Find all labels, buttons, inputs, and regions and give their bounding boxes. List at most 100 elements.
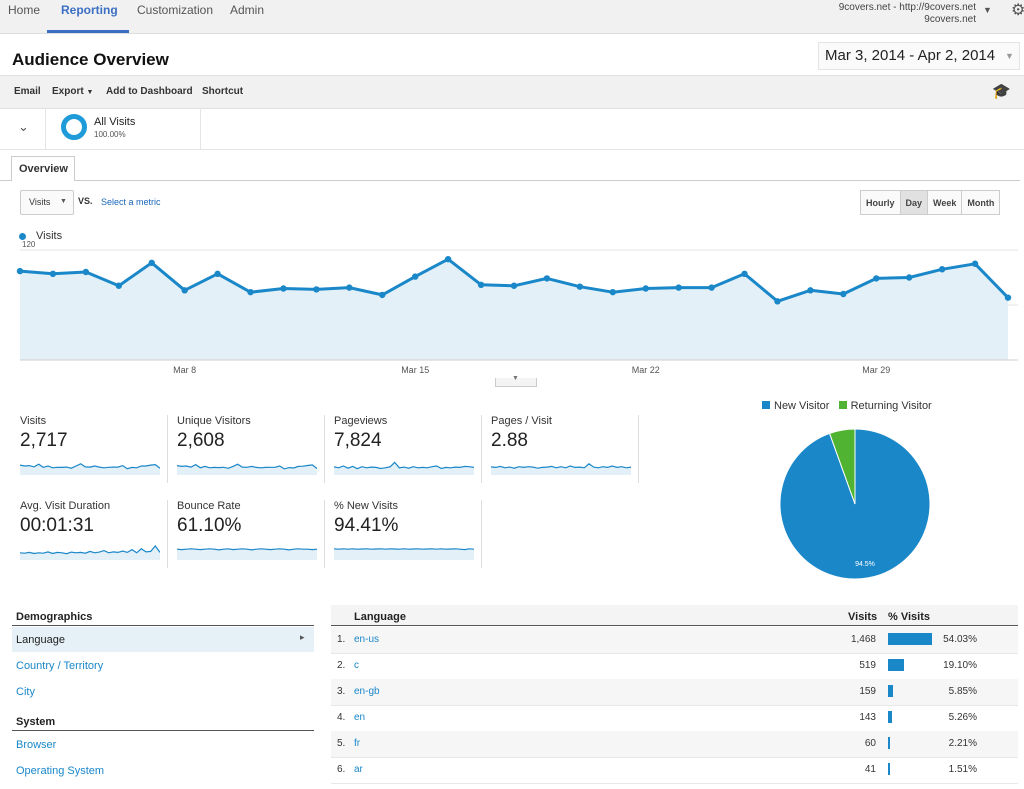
metric-select[interactable]: Visits ▼ — [20, 190, 74, 215]
nav-tab-home[interactable]: Home — [8, 3, 41, 17]
date-range-picker[interactable]: Mar 3, 2014 - Apr 2, 2014 ▼ — [818, 42, 1020, 70]
demographics-item-city[interactable]: City — [16, 686, 35, 698]
data-point[interactable] — [609, 288, 616, 296]
scorecard-label: Pages / Visit — [491, 415, 552, 427]
percent-bar — [888, 633, 932, 645]
data-point[interactable] — [247, 288, 254, 296]
column-header-language: Language — [354, 611, 406, 623]
demographics-item-language[interactable]: Language ▸ — [12, 627, 314, 652]
divider — [167, 415, 168, 483]
data-point[interactable] — [16, 267, 24, 275]
data-point[interactable] — [642, 285, 649, 292]
data-point[interactable] — [675, 284, 682, 291]
data-point[interactable] — [379, 291, 386, 299]
language-link[interactable]: en-us — [354, 634, 380, 645]
scorecard-bounce-rate[interactable]: Bounce Rate 61.10% — [177, 500, 327, 582]
scorecard-label: Avg. Visit Duration — [20, 500, 111, 512]
language-link[interactable]: en-gb — [354, 686, 380, 697]
scorecard-pages-visit[interactable]: Pages / Visit 2.88 — [491, 415, 641, 497]
segment-name[interactable]: All Visits — [94, 116, 136, 128]
hourly-button[interactable]: Hourly — [860, 190, 901, 215]
data-point[interactable] — [840, 290, 847, 298]
export-button[interactable]: Export ▼ — [52, 86, 93, 97]
pie-slice-returning-visitor[interactable] — [828, 428, 856, 505]
data-point[interactable] — [938, 266, 946, 273]
data-point[interactable] — [49, 270, 57, 278]
system-item-operating-system[interactable]: Operating System — [16, 765, 105, 777]
data-point[interactable] — [280, 285, 287, 292]
divider — [12, 730, 314, 731]
data-point[interactable] — [412, 273, 419, 280]
legend-returning-visitor[interactable]: Returning Visitor — [850, 400, 932, 412]
select-metric-link[interactable]: Select a metric — [101, 197, 161, 207]
data-point[interactable] — [181, 287, 188, 294]
month-button[interactable]: Month — [961, 190, 1001, 215]
data-point[interactable] — [543, 275, 551, 282]
scorecard-avg-visit-duration[interactable]: Avg. Visit Duration 00:01:31 — [20, 500, 170, 582]
system-item-browser[interactable]: Browser — [16, 739, 57, 751]
data-point[interactable] — [971, 260, 979, 267]
scorecard--new-visits[interactable]: % New Visits 94.41% — [334, 500, 484, 582]
data-point[interactable] — [510, 282, 518, 289]
day-button[interactable]: Day — [899, 190, 929, 215]
vs-label: VS. — [78, 196, 93, 206]
series-area — [20, 259, 1008, 360]
language-link[interactable]: ar — [354, 764, 363, 775]
account-view[interactable]: 9covers.net — [924, 14, 976, 25]
language-link[interactable]: fr — [354, 738, 361, 749]
nav-tab-admin[interactable]: Admin — [230, 3, 265, 17]
legend-new-visitor[interactable]: New Visitor — [774, 400, 830, 412]
data-point[interactable] — [313, 286, 320, 293]
data-point[interactable] — [708, 284, 715, 291]
pie-legend: New Visitor Returning Visitor — [762, 400, 932, 412]
active-tab-underline — [47, 30, 129, 33]
column-header-pct-visits: % Visits — [888, 611, 930, 623]
data-point[interactable] — [477, 281, 485, 289]
divider — [481, 500, 482, 568]
data-point[interactable] — [82, 268, 90, 276]
week-button[interactable]: Week — [927, 190, 963, 215]
gear-icon[interactable]: ⚙ — [1011, 2, 1024, 19]
pie-slice-label: 94.5% — [855, 561, 875, 568]
data-point[interactable] — [906, 274, 913, 281]
chevron-down-icon[interactable]: ⌄ — [18, 119, 29, 134]
data-point[interactable] — [214, 270, 221, 278]
data-point[interactable] — [1004, 294, 1012, 301]
chevron-down-icon: ▼ — [512, 375, 519, 382]
sparkline — [20, 545, 160, 560]
account-dropdown-icon[interactable]: ▼ — [983, 5, 992, 15]
data-point[interactable] — [346, 284, 353, 291]
email-button[interactable]: Email — [14, 86, 41, 97]
visits-value: 519 — [859, 660, 876, 671]
data-point[interactable] — [148, 259, 155, 267]
add-to-dashboard-button[interactable]: Add to Dashboard — [106, 86, 193, 97]
data-point[interactable] — [444, 255, 452, 263]
data-point[interactable] — [774, 298, 781, 305]
language-link[interactable]: c — [354, 660, 359, 671]
table-row: 4. en 143 5.26% — [331, 705, 1018, 732]
scorecard-pageviews[interactable]: Pageviews 7,824 — [334, 415, 484, 497]
account-property[interactable]: 9covers.net - http://9covers.net — [838, 2, 976, 13]
chart-expander-handle[interactable]: ▼ — [495, 375, 537, 387]
nav-tab-reporting[interactable]: Reporting — [61, 3, 118, 17]
data-point[interactable] — [807, 287, 814, 294]
language-link[interactable]: en — [354, 712, 366, 723]
tab-overview-label: Overview — [19, 163, 68, 175]
scorecard-unique-visitors[interactable]: Unique Visitors 2,608 — [177, 415, 327, 497]
scorecard-visits[interactable]: Visits 2,717 — [20, 415, 170, 497]
nav-tab-customization[interactable]: Customization — [137, 3, 214, 17]
shortcut-button[interactable]: Shortcut — [202, 86, 244, 97]
divider — [638, 415, 639, 483]
percent-visits-value: 2.21% — [948, 738, 977, 749]
data-point[interactable] — [115, 282, 123, 289]
graduation-cap-icon[interactable]: 🎓 — [992, 83, 1011, 100]
data-point[interactable] — [741, 270, 748, 278]
sparkline — [491, 463, 631, 475]
demographics-item-country[interactable]: Country / Territory — [16, 660, 104, 672]
percent-visits-value: 1.51% — [948, 764, 977, 775]
data-point[interactable] — [576, 283, 584, 290]
tab-overview[interactable]: Overview — [11, 156, 75, 181]
data-point[interactable] — [873, 275, 880, 282]
page-title: Audience Overview — [12, 50, 169, 69]
